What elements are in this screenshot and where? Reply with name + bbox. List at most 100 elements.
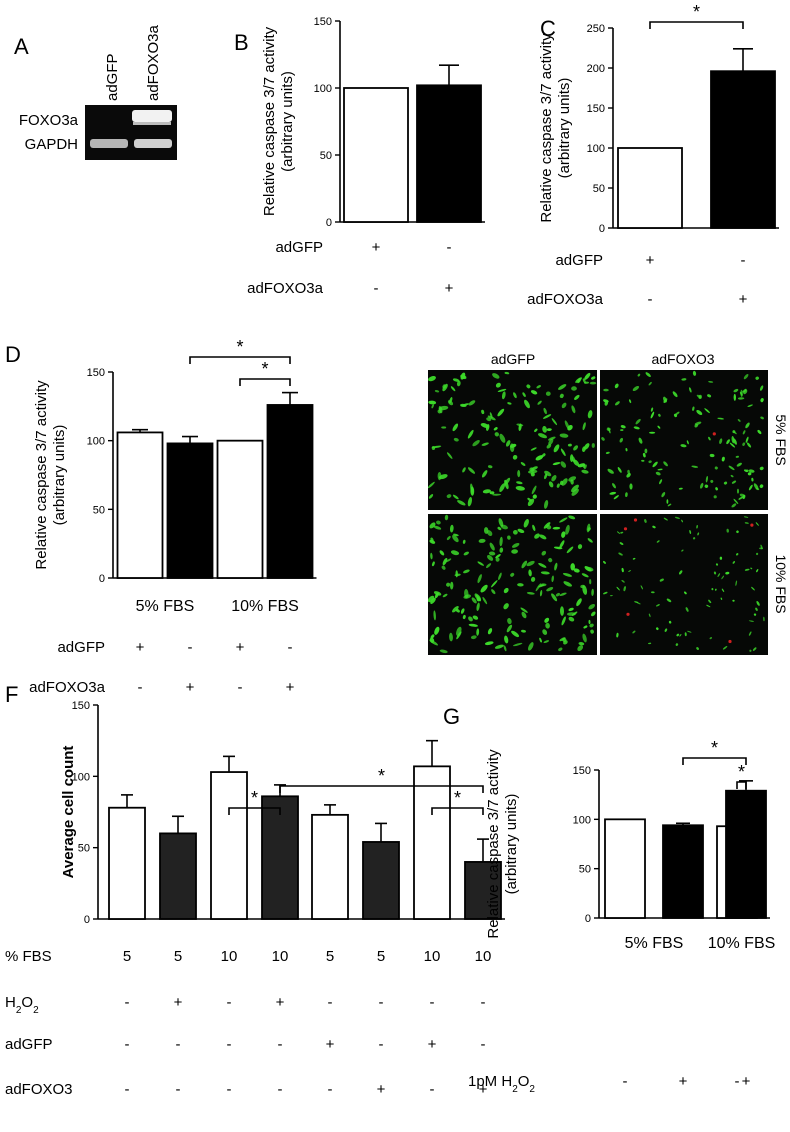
y-tick-label: 0 bbox=[599, 223, 605, 235]
cell-mark bbox=[531, 485, 537, 495]
group-label: 10% FBS bbox=[708, 935, 776, 952]
cell-mark bbox=[570, 563, 576, 571]
cell-mark bbox=[539, 590, 543, 597]
cell-mark bbox=[428, 400, 437, 405]
cell-mark bbox=[710, 479, 714, 483]
cell-mark bbox=[614, 383, 619, 389]
cell-mark bbox=[456, 380, 461, 387]
group-label: 10% FBS bbox=[231, 598, 299, 615]
cell-mark bbox=[742, 430, 746, 435]
cell-mark bbox=[503, 645, 507, 652]
cell-mark bbox=[511, 630, 520, 638]
cell-mark bbox=[616, 586, 620, 591]
cell-mark bbox=[452, 534, 459, 543]
cell-mark bbox=[756, 600, 760, 606]
cell-mark bbox=[521, 629, 526, 633]
cell-mark bbox=[460, 403, 467, 408]
cell-mark bbox=[648, 381, 652, 386]
cell-mark bbox=[518, 423, 522, 431]
cell-mark bbox=[467, 496, 473, 507]
cell-mark bbox=[650, 591, 655, 594]
cell-mark bbox=[620, 531, 624, 534]
cell-mark bbox=[512, 454, 518, 460]
bar bbox=[261, 795, 299, 920]
cell-mark bbox=[530, 447, 537, 451]
cell-mark bbox=[732, 430, 736, 434]
cell-mark bbox=[603, 560, 606, 564]
cell-mark bbox=[538, 584, 545, 588]
cell-mark bbox=[743, 373, 749, 380]
condition-sign: 10 bbox=[272, 948, 289, 965]
panel-a-letter: A bbox=[14, 34, 29, 59]
cell-mark bbox=[462, 467, 466, 473]
cell-mark bbox=[726, 528, 729, 533]
cell-mark bbox=[434, 389, 440, 393]
cell-mark bbox=[534, 533, 540, 539]
cell-mark bbox=[528, 569, 532, 577]
cell-mark bbox=[748, 484, 753, 491]
chart-panel-f: 0 50 100 150 Average cell count % FBS 5 5 10 10 5 5… bbox=[5, 700, 505, 1098]
group-label: 5% FBS bbox=[625, 935, 684, 952]
y-tick-label: 0 bbox=[99, 573, 105, 585]
cell-mark bbox=[732, 599, 735, 602]
y-axis-title: Relative caspase 3/7 activity bbox=[538, 33, 555, 223]
cell-mark bbox=[561, 402, 567, 409]
cell-mark bbox=[504, 635, 509, 644]
bar bbox=[311, 813, 349, 920]
condition-sign: - bbox=[481, 1036, 486, 1053]
condition-sign: - bbox=[379, 994, 384, 1011]
cell-mark bbox=[481, 409, 485, 415]
cell-mark bbox=[749, 649, 752, 652]
cell-mark bbox=[719, 556, 723, 560]
condition-sign: - bbox=[227, 1036, 232, 1053]
cell-mark bbox=[559, 480, 564, 486]
cell-mark bbox=[492, 493, 501, 496]
cell-mark bbox=[520, 607, 528, 613]
cell-mark bbox=[545, 622, 550, 629]
cell-mark bbox=[462, 614, 466, 620]
cell-mark bbox=[582, 422, 586, 431]
cell-mark bbox=[586, 523, 591, 533]
cell-mark bbox=[609, 491, 617, 495]
cell-mark bbox=[648, 460, 652, 464]
cell-mark bbox=[657, 468, 663, 471]
condition-row-label: % FBS bbox=[5, 948, 52, 965]
cell-mark bbox=[503, 603, 509, 610]
cell-mark bbox=[607, 468, 614, 474]
cell-mark bbox=[501, 391, 506, 400]
cell-mark bbox=[555, 592, 560, 597]
y-tick-label: 100 bbox=[587, 143, 605, 155]
cell-mark bbox=[520, 462, 526, 466]
cell-mark bbox=[623, 586, 626, 592]
panel-e: E adGFP adFOXO3 5% FBS 10% FBS bbox=[428, 351, 789, 655]
cell-mark bbox=[708, 436, 711, 441]
cell-mark bbox=[526, 384, 531, 389]
cell-mark bbox=[428, 481, 435, 489]
cell-mark bbox=[681, 549, 684, 552]
cell-mark bbox=[544, 499, 549, 509]
cell-mark bbox=[728, 465, 735, 471]
cell-mark bbox=[439, 550, 445, 556]
cell-mark bbox=[759, 484, 764, 489]
cell-mark bbox=[530, 390, 538, 395]
cell-mark bbox=[467, 429, 474, 439]
cell-mark bbox=[559, 637, 566, 642]
cell-mark bbox=[455, 570, 458, 578]
cell-mark bbox=[560, 448, 566, 457]
bar bbox=[210, 771, 248, 920]
cell-mark bbox=[668, 620, 672, 624]
significance-bracket bbox=[736, 781, 747, 789]
cell-mark bbox=[581, 469, 589, 474]
condition-sign: - bbox=[328, 1081, 333, 1098]
condition-sign: - bbox=[188, 639, 193, 656]
cell-mark bbox=[616, 632, 619, 638]
cell-mark bbox=[471, 597, 477, 604]
cell-mark bbox=[650, 411, 655, 419]
cell-mark bbox=[470, 635, 477, 640]
cell-mark bbox=[486, 563, 492, 569]
cell-mark bbox=[543, 407, 547, 415]
cell-mark bbox=[655, 471, 661, 476]
cell-mark bbox=[482, 596, 488, 605]
cell-mark bbox=[489, 542, 495, 551]
